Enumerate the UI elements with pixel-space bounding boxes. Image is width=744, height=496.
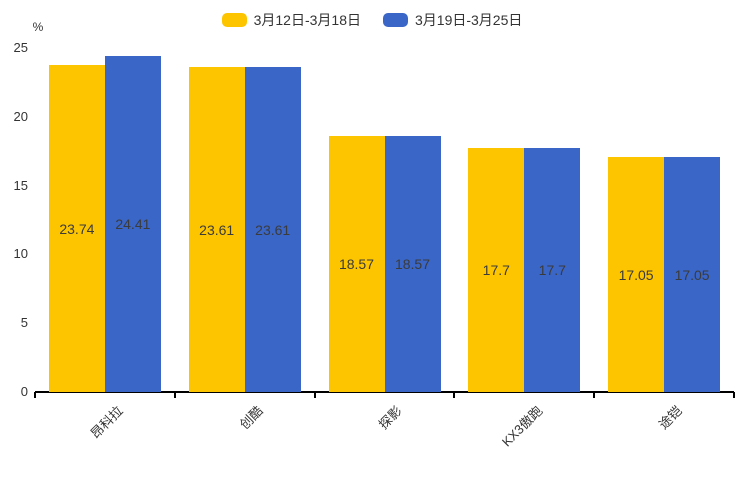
bar-value-label: 23.74 bbox=[59, 220, 95, 237]
bar-value-label: 18.57 bbox=[338, 256, 375, 273]
bar-KX3傲跑-series-1[interactable] bbox=[468, 148, 525, 392]
y-tick-label: 10 bbox=[13, 246, 28, 262]
x-axis-tick bbox=[313, 392, 316, 398]
x-category-label: 探影 bbox=[376, 403, 406, 433]
bar-探影-series-2[interactable] bbox=[384, 136, 441, 392]
bar-value-label: 18.57 bbox=[394, 256, 431, 273]
x-axis-line bbox=[35, 391, 734, 393]
y-tick-label: 25 bbox=[13, 40, 28, 55]
x-axis-tick bbox=[593, 392, 596, 398]
y-tick-label: 0 bbox=[20, 384, 28, 399]
x-category-label: KX3傲跑 bbox=[498, 403, 546, 450]
bar-value-label: 17.7 bbox=[482, 262, 510, 279]
bar-创酷-series-2[interactable] bbox=[244, 67, 301, 392]
bar-value-label: 17.05 bbox=[618, 266, 654, 283]
bar-KX3傲跑-series-2[interactable] bbox=[524, 148, 581, 392]
legend-item-series-1[interactable]: 3月12日-3月18日 bbox=[221, 10, 361, 30]
legend-item-series-2[interactable]: 3月19日-3月25日 bbox=[383, 10, 522, 30]
legend-label: 3月12日-3月18日 bbox=[253, 12, 361, 28]
y-axis-unit-label: % bbox=[32, 20, 44, 34]
legend-swatch-icon bbox=[221, 13, 247, 27]
bar-value-label: 24.41 bbox=[115, 216, 151, 233]
bar-value-label: 17.05 bbox=[674, 266, 710, 283]
legend-label: 3月19日-3月25日 bbox=[415, 12, 523, 28]
bar-途铠-series-1[interactable] bbox=[608, 157, 665, 392]
x-category-label: 途铠 bbox=[655, 403, 685, 433]
x-axis-tick bbox=[34, 392, 36, 398]
y-tick-label: 5 bbox=[20, 315, 28, 331]
x-category-label: 昂科拉 bbox=[87, 403, 126, 442]
x-axis-tick bbox=[453, 392, 456, 398]
bar-探影-series-1[interactable] bbox=[328, 136, 385, 392]
y-tick-label: 15 bbox=[13, 177, 28, 193]
bar-昂科拉-series-1[interactable] bbox=[48, 65, 105, 392]
legend: 3月12日-3月18日 3月19日-3月25日 bbox=[0, 8, 744, 32]
bar-value-label: 23.61 bbox=[199, 221, 235, 238]
bar-途铠-series-2[interactable] bbox=[664, 157, 721, 392]
x-axis-tick bbox=[173, 392, 176, 398]
legend-swatch-icon bbox=[383, 13, 408, 27]
x-axis-tick bbox=[733, 392, 735, 398]
x-category-label: 创酷 bbox=[236, 403, 266, 433]
bar-创酷-series-1[interactable] bbox=[188, 67, 245, 392]
bar-value-label: 23.61 bbox=[255, 221, 291, 238]
bar-value-label: 17.7 bbox=[538, 262, 566, 279]
y-tick-label: 20 bbox=[13, 108, 28, 124]
bar-昂科拉-series-2[interactable] bbox=[104, 56, 161, 392]
